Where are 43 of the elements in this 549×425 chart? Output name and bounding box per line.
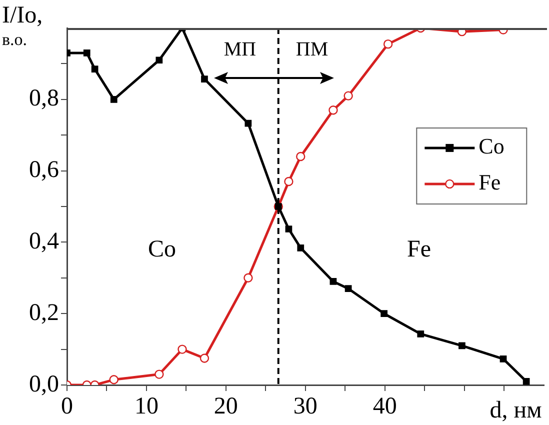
point bbox=[244, 273, 253, 282]
y-tick-label: 0,0 bbox=[29, 371, 59, 398]
point bbox=[344, 91, 353, 100]
point bbox=[328, 106, 338, 115]
x-axis-title: d, нм bbox=[490, 397, 542, 424]
y-axis-title: I/Io, в.о. bbox=[2, 2, 43, 49]
point bbox=[383, 39, 393, 49]
point bbox=[330, 278, 337, 285]
point bbox=[458, 342, 466, 350]
x-tick-label: 30 bbox=[293, 394, 318, 420]
point bbox=[109, 375, 118, 384]
y-tick-label: 0,2 bbox=[29, 300, 59, 326]
legend-label: Fe bbox=[478, 170, 501, 195]
point bbox=[201, 76, 208, 82]
point bbox=[83, 50, 90, 56]
point bbox=[380, 310, 388, 318]
x-tick-label: 40 bbox=[372, 394, 397, 420]
point bbox=[284, 176, 294, 186]
annotation: ПМ bbox=[296, 38, 328, 60]
point bbox=[522, 378, 530, 385]
point bbox=[178, 344, 187, 354]
point bbox=[156, 56, 163, 64]
annotation: МП bbox=[224, 38, 256, 60]
point bbox=[110, 96, 118, 103]
y-tick-label: 0,4 bbox=[29, 228, 59, 254]
y-tick-label: 0,6 bbox=[29, 157, 59, 184]
x-tick-label: 20 bbox=[214, 394, 238, 420]
point bbox=[500, 356, 507, 362]
point bbox=[91, 66, 98, 72]
x-tick-label: 10 bbox=[134, 394, 158, 420]
point bbox=[417, 330, 424, 338]
annotation: Fe bbox=[407, 236, 431, 262]
point bbox=[285, 226, 292, 232]
x-tick-label: 0 bbox=[61, 394, 73, 420]
point bbox=[297, 244, 304, 252]
point bbox=[200, 354, 210, 363]
point bbox=[344, 285, 352, 292]
y-tick-label: 0,8 bbox=[29, 86, 59, 112]
point bbox=[154, 370, 164, 379]
point bbox=[244, 120, 252, 127]
legend-label: Co bbox=[478, 134, 504, 159]
point bbox=[296, 152, 306, 162]
annotation: Co bbox=[148, 236, 176, 262]
